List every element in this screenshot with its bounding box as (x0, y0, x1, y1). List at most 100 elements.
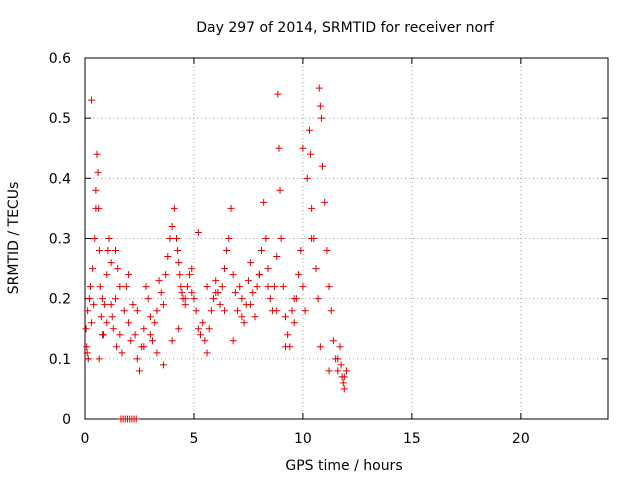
data-point (188, 265, 196, 273)
data-point (140, 325, 148, 333)
data-point (84, 307, 92, 315)
data-point (168, 337, 176, 345)
chart-title: Day 297 of 2014, SRMTID for receiver nor… (196, 20, 495, 36)
data-point (216, 301, 224, 309)
data-point (168, 222, 176, 230)
data-point (251, 313, 259, 321)
data-point (264, 283, 272, 291)
y-tick-label: 0 (62, 412, 71, 428)
y-tick-label: 0.4 (49, 171, 71, 187)
data-point (96, 283, 104, 291)
data-point (220, 307, 228, 315)
data-point (97, 313, 105, 321)
y-tick-label: 0.1 (49, 352, 71, 368)
data-point (273, 307, 281, 315)
x-tick-label: 5 (189, 431, 198, 447)
data-point (196, 331, 204, 339)
data-point (277, 235, 285, 242)
data-point (175, 325, 183, 333)
data-point (95, 247, 103, 255)
data-point (295, 271, 303, 279)
data-point (85, 295, 93, 303)
data-point (112, 247, 120, 255)
data-point (223, 247, 231, 255)
points-layer (82, 84, 350, 423)
data-point (340, 373, 348, 381)
data-point (266, 295, 274, 303)
data-point (159, 361, 167, 369)
data-point (271, 283, 279, 291)
data-point (176, 271, 184, 279)
data-point (103, 271, 111, 279)
data-point (98, 295, 106, 303)
data-point (104, 247, 112, 255)
data-point (273, 253, 281, 261)
data-point (260, 198, 268, 206)
data-point (113, 343, 121, 351)
data-point (240, 319, 248, 327)
data-point (84, 355, 92, 363)
x-tick-label: 15 (403, 431, 421, 447)
data-point (301, 307, 309, 315)
y-tick-label: 0.2 (49, 292, 71, 308)
data-point (312, 265, 320, 273)
data-point (108, 313, 116, 321)
data-point (247, 301, 255, 309)
data-point (131, 331, 139, 339)
data-point (236, 283, 244, 291)
y-tick-label: 0.5 (49, 111, 71, 127)
data-point (82, 325, 90, 333)
data-point (98, 331, 106, 339)
data-point (166, 235, 174, 242)
y-tick-label: 0.6 (49, 51, 71, 67)
data-point (314, 295, 322, 303)
data-point (247, 259, 255, 267)
data-point (133, 355, 141, 363)
data-point (308, 204, 316, 212)
data-point (244, 277, 252, 285)
data-point (125, 271, 133, 279)
data-point (190, 295, 198, 303)
data-point (118, 349, 126, 357)
tick-layer: 0 5 10 15 20 0 0.1 0.2 0.3 0.4 0.5 0.6 (49, 51, 608, 447)
data-point (112, 295, 120, 303)
data-point (140, 343, 148, 351)
data-point (83, 349, 91, 357)
data-point (203, 349, 211, 357)
data-point (316, 102, 324, 110)
data-point (315, 84, 323, 92)
data-point (325, 367, 333, 375)
data-point (297, 247, 305, 255)
data-point (132, 415, 140, 423)
data-point (146, 313, 154, 321)
y-tick-label: 0.3 (49, 232, 71, 248)
data-point (103, 319, 111, 327)
data-point (116, 283, 124, 291)
data-point (116, 331, 124, 339)
data-point (192, 307, 200, 315)
y-axis-label: SRMTID / TECUs (6, 182, 22, 295)
data-point (334, 367, 342, 375)
x-tick-label: 0 (81, 431, 90, 447)
data-point (231, 289, 239, 297)
data-point (229, 337, 237, 345)
data-point (279, 283, 287, 291)
data-point (149, 337, 157, 345)
data-point (340, 385, 348, 393)
data-point (212, 277, 220, 285)
data-point (288, 307, 296, 315)
data-point (162, 271, 170, 279)
data-point (144, 295, 152, 303)
data-point (299, 283, 307, 291)
data-point (88, 319, 96, 327)
data-point (281, 343, 289, 351)
data-point (218, 283, 226, 291)
data-point (153, 349, 161, 357)
data-point (181, 295, 189, 303)
data-point (194, 228, 202, 236)
data-point (199, 319, 207, 327)
data-point (181, 301, 189, 309)
data-point (238, 313, 246, 321)
data-point (316, 343, 324, 351)
data-point (155, 277, 163, 285)
